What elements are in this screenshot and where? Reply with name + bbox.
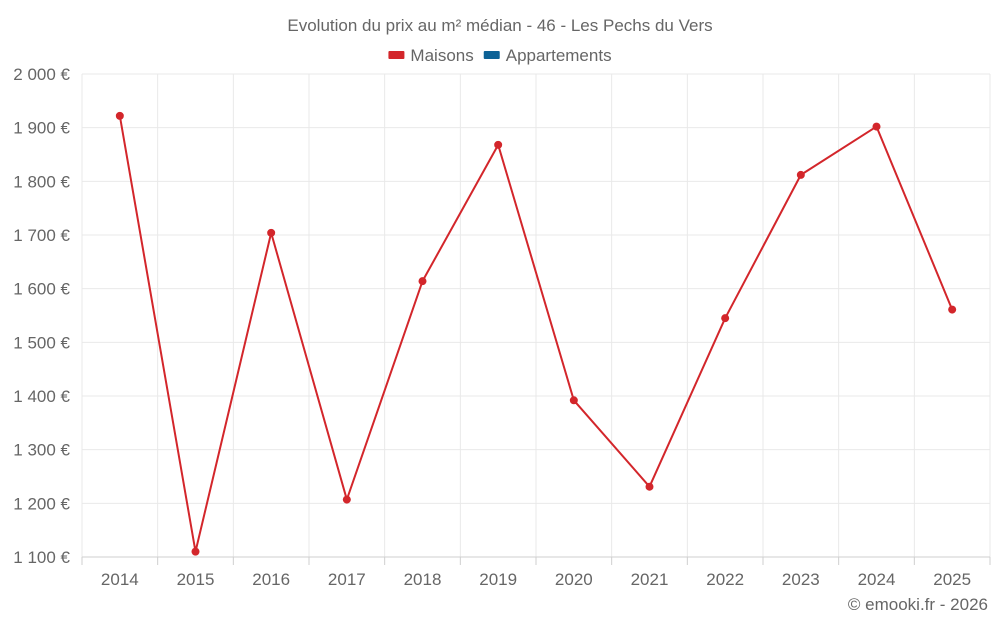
- y-tick-label: 1 400 €: [13, 387, 70, 406]
- legend-label: Appartements: [506, 46, 612, 65]
- y-tick-label: 1 500 €: [13, 333, 70, 352]
- chart-grid: [81, 73, 991, 558]
- data-point[interactable]: [342, 495, 351, 504]
- x-tick-label: 2025: [933, 570, 971, 589]
- x-tick-label: 2015: [177, 570, 215, 589]
- series-line-maisons: [118, 114, 954, 553]
- y-tick-label: 1 900 €: [13, 119, 70, 138]
- x-tick-label: 2023: [782, 570, 820, 589]
- x-tick-label: 2022: [706, 570, 744, 589]
- x-tick-label: 2017: [328, 570, 366, 589]
- x-tick-label: 2018: [404, 570, 442, 589]
- y-tick-label: 1 200 €: [13, 494, 70, 513]
- x-axis: 2014 2015 2016 2017 2018 2019 2020 2021 2022 2023…: [81, 556, 991, 589]
- y-tick-label: 1 600 €: [13, 280, 70, 299]
- x-tick-label: 2021: [631, 570, 669, 589]
- chart-title: Evolution du prix au m² médian - 46 - Le…: [287, 16, 712, 35]
- legend-item-maisons[interactable]: Maisons: [388, 46, 474, 65]
- data-point[interactable]: [948, 305, 957, 314]
- legend-swatch: [483, 51, 500, 59]
- x-tick-label: 2020: [555, 570, 593, 589]
- y-tick-label: 1 100 €: [13, 548, 70, 567]
- data-point[interactable]: [418, 277, 427, 286]
- y-tick-label: 1 700 €: [13, 226, 70, 245]
- x-tick-label: 2016: [252, 570, 290, 589]
- y-tick-label: 1 300 €: [13, 441, 70, 460]
- x-tick-label: 2024: [858, 570, 896, 589]
- data-point[interactable]: [796, 170, 805, 179]
- chart-legend: Maisons Appartements: [388, 46, 612, 65]
- legend-item-appartements[interactable]: Appartements: [483, 46, 612, 65]
- legend-swatch: [388, 51, 405, 59]
- chart-series: [115, 111, 957, 556]
- x-tick-label: 2014: [101, 570, 139, 589]
- data-point[interactable]: [645, 482, 654, 491]
- data-point[interactable]: [494, 140, 503, 149]
- legend-label: Maisons: [410, 46, 473, 65]
- data-point[interactable]: [569, 396, 578, 405]
- data-point[interactable]: [721, 314, 730, 323]
- data-point[interactable]: [115, 111, 124, 120]
- data-point[interactable]: [872, 122, 881, 131]
- y-axis: 2 000 € 1 900 € 1 800 € 1 700 € 1 600 € 1 500…: [13, 65, 70, 567]
- y-tick-label: 2 000 €: [13, 65, 70, 84]
- data-point[interactable]: [267, 228, 276, 237]
- y-tick-label: 1 800 €: [13, 172, 70, 191]
- data-point[interactable]: [191, 547, 200, 556]
- credit-text: © emooki.fr - 2026: [848, 595, 988, 614]
- x-tick-label: 2019: [479, 570, 517, 589]
